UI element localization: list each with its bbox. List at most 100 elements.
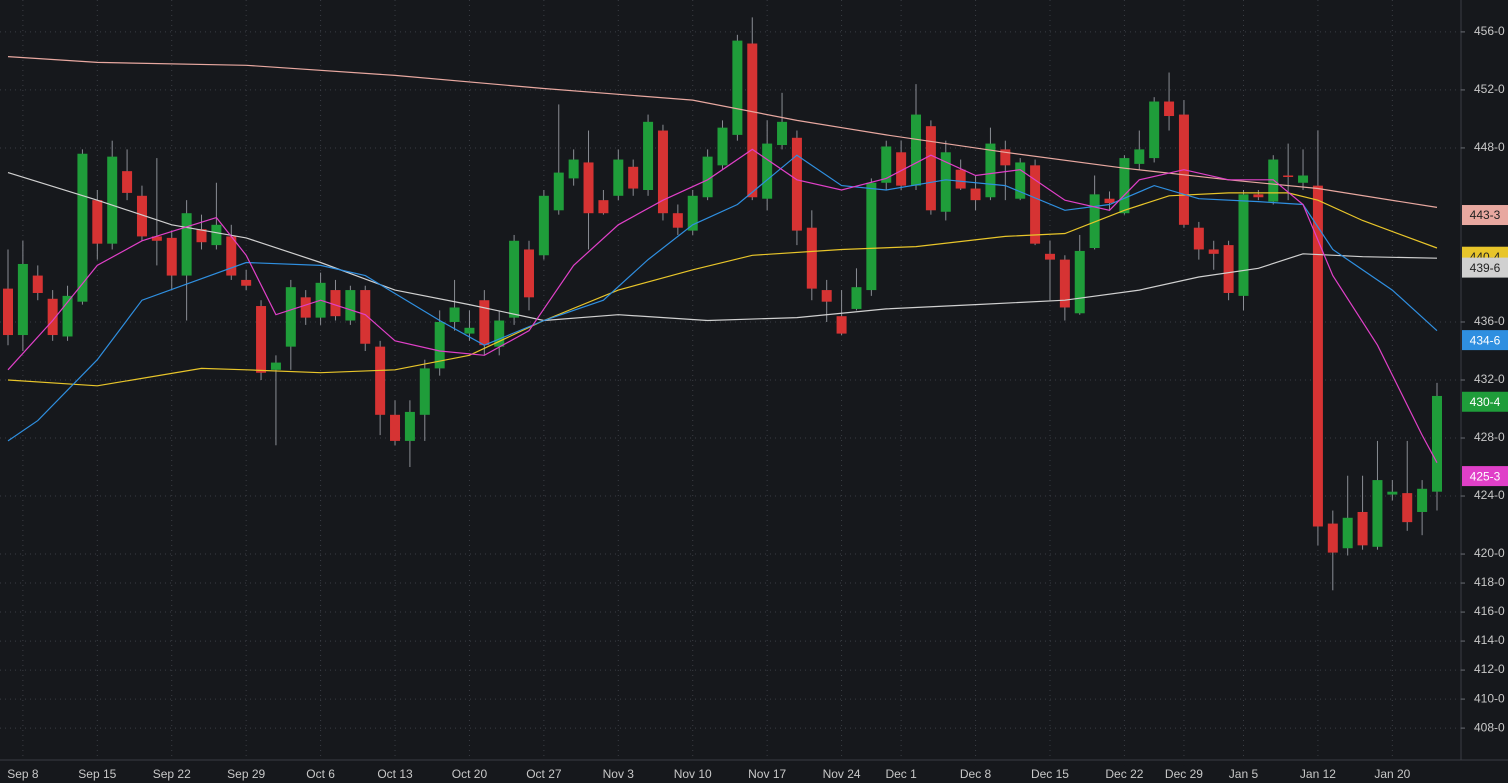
candle-body bbox=[1327, 523, 1338, 553]
price-tag-label: 443-3 bbox=[1470, 208, 1501, 222]
y-tick-label: 432-0 bbox=[1474, 372, 1505, 386]
candle-body bbox=[747, 43, 758, 198]
candle-body bbox=[345, 290, 356, 321]
candle-body bbox=[1164, 101, 1175, 117]
candle-body bbox=[300, 297, 311, 318]
candle-body bbox=[1193, 227, 1204, 250]
x-tick-label: Sep 22 bbox=[153, 767, 191, 781]
candle-body bbox=[62, 295, 73, 337]
candle-body bbox=[896, 152, 907, 186]
candle-body bbox=[494, 320, 505, 347]
candle-body bbox=[1402, 493, 1413, 523]
candle-body bbox=[166, 237, 177, 276]
candle-body bbox=[851, 287, 862, 309]
candle-body bbox=[464, 327, 475, 334]
x-tick-label: Jan 5 bbox=[1229, 767, 1259, 781]
y-tick-label: 436-0 bbox=[1474, 314, 1505, 328]
candle-body bbox=[330, 290, 341, 317]
candle-body bbox=[985, 143, 996, 198]
candle-body bbox=[1119, 158, 1130, 214]
x-tick-label: Sep 29 bbox=[227, 767, 265, 781]
candle-body bbox=[1387, 491, 1398, 495]
candle-body bbox=[211, 224, 222, 246]
candle-body bbox=[479, 300, 490, 346]
x-tick-label: Dec 29 bbox=[1165, 767, 1203, 781]
x-tick-label: Sep 15 bbox=[78, 767, 116, 781]
candle-body bbox=[1015, 162, 1026, 199]
x-tick-label: Oct 6 bbox=[306, 767, 335, 781]
x-tick-label: Nov 24 bbox=[823, 767, 861, 781]
candle-body bbox=[375, 346, 386, 415]
candle-body bbox=[657, 130, 668, 214]
price-tag bbox=[1462, 391, 1508, 412]
candle-body bbox=[1238, 194, 1249, 296]
moving-average-line bbox=[7, 172, 1438, 322]
y-tick-label: 416-0 bbox=[1474, 604, 1505, 618]
candle-body bbox=[1342, 517, 1353, 549]
price-tag bbox=[1462, 205, 1508, 226]
x-tick-label: Jan 20 bbox=[1374, 767, 1410, 781]
candle-body bbox=[598, 200, 609, 214]
candle-body bbox=[568, 159, 579, 179]
candle-body bbox=[434, 321, 445, 369]
y-tick-label: 424-0 bbox=[1474, 488, 1505, 502]
candle-body bbox=[1074, 250, 1085, 314]
candle-body bbox=[911, 114, 922, 186]
candle-body bbox=[1134, 149, 1145, 164]
candle-body bbox=[702, 156, 713, 198]
candle-body bbox=[583, 162, 594, 214]
x-tick-label: Nov 17 bbox=[748, 767, 786, 781]
candle-body bbox=[181, 213, 192, 276]
candle-body bbox=[777, 121, 788, 146]
candle-body bbox=[1312, 185, 1323, 527]
moving-average-line bbox=[7, 192, 1438, 387]
y-tick-label: 418-0 bbox=[1474, 575, 1505, 589]
candle-body bbox=[226, 236, 237, 276]
candle-body bbox=[687, 195, 698, 231]
candle-body bbox=[1044, 253, 1055, 260]
y-tick-label: 452-0 bbox=[1474, 82, 1505, 96]
candle-body bbox=[360, 290, 371, 344]
candle-body bbox=[3, 288, 13, 336]
candle-body bbox=[1223, 245, 1234, 293]
candle-body bbox=[672, 213, 683, 228]
candle-body bbox=[77, 153, 88, 302]
candle-body bbox=[17, 263, 28, 336]
candle-body bbox=[32, 275, 43, 293]
candle-body bbox=[881, 146, 892, 183]
candle-body bbox=[955, 169, 966, 189]
x-tick-label: Oct 20 bbox=[452, 767, 488, 781]
candle-body bbox=[613, 159, 624, 196]
x-tick-label: Dec 1 bbox=[885, 767, 917, 781]
price-tag-label: 425-3 bbox=[1470, 469, 1501, 483]
y-tick-label: 456-0 bbox=[1474, 24, 1505, 38]
candle-body bbox=[538, 195, 549, 256]
y-tick-label: 420-0 bbox=[1474, 546, 1505, 560]
candle-body bbox=[1000, 149, 1011, 166]
y-tick-label: 410-0 bbox=[1474, 691, 1505, 705]
price-tag-label: 439-6 bbox=[1470, 261, 1501, 275]
candle-body bbox=[1089, 194, 1100, 249]
candle-body bbox=[628, 166, 639, 189]
y-tick-label: 412-0 bbox=[1474, 662, 1505, 676]
candle-body bbox=[151, 236, 162, 241]
price-tag-label: 430-4 bbox=[1470, 395, 1501, 409]
x-tick-label: Dec 22 bbox=[1105, 767, 1143, 781]
candle-body bbox=[1432, 395, 1442, 492]
candle-body bbox=[643, 121, 654, 190]
y-tick-label: 408-0 bbox=[1474, 720, 1505, 734]
candle-body bbox=[1372, 480, 1383, 547]
candle-body bbox=[523, 249, 534, 298]
candle-body bbox=[107, 156, 118, 244]
candle-body bbox=[419, 368, 430, 415]
candle-body bbox=[791, 137, 802, 231]
candle-body bbox=[1268, 159, 1279, 202]
y-tick-label: 428-0 bbox=[1474, 430, 1505, 444]
candle-body bbox=[821, 290, 832, 302]
y-tick-label: 414-0 bbox=[1474, 633, 1505, 647]
candle-body bbox=[866, 182, 877, 291]
candle-body bbox=[970, 188, 981, 201]
candle-body bbox=[940, 152, 951, 212]
candle-body bbox=[1298, 175, 1309, 183]
